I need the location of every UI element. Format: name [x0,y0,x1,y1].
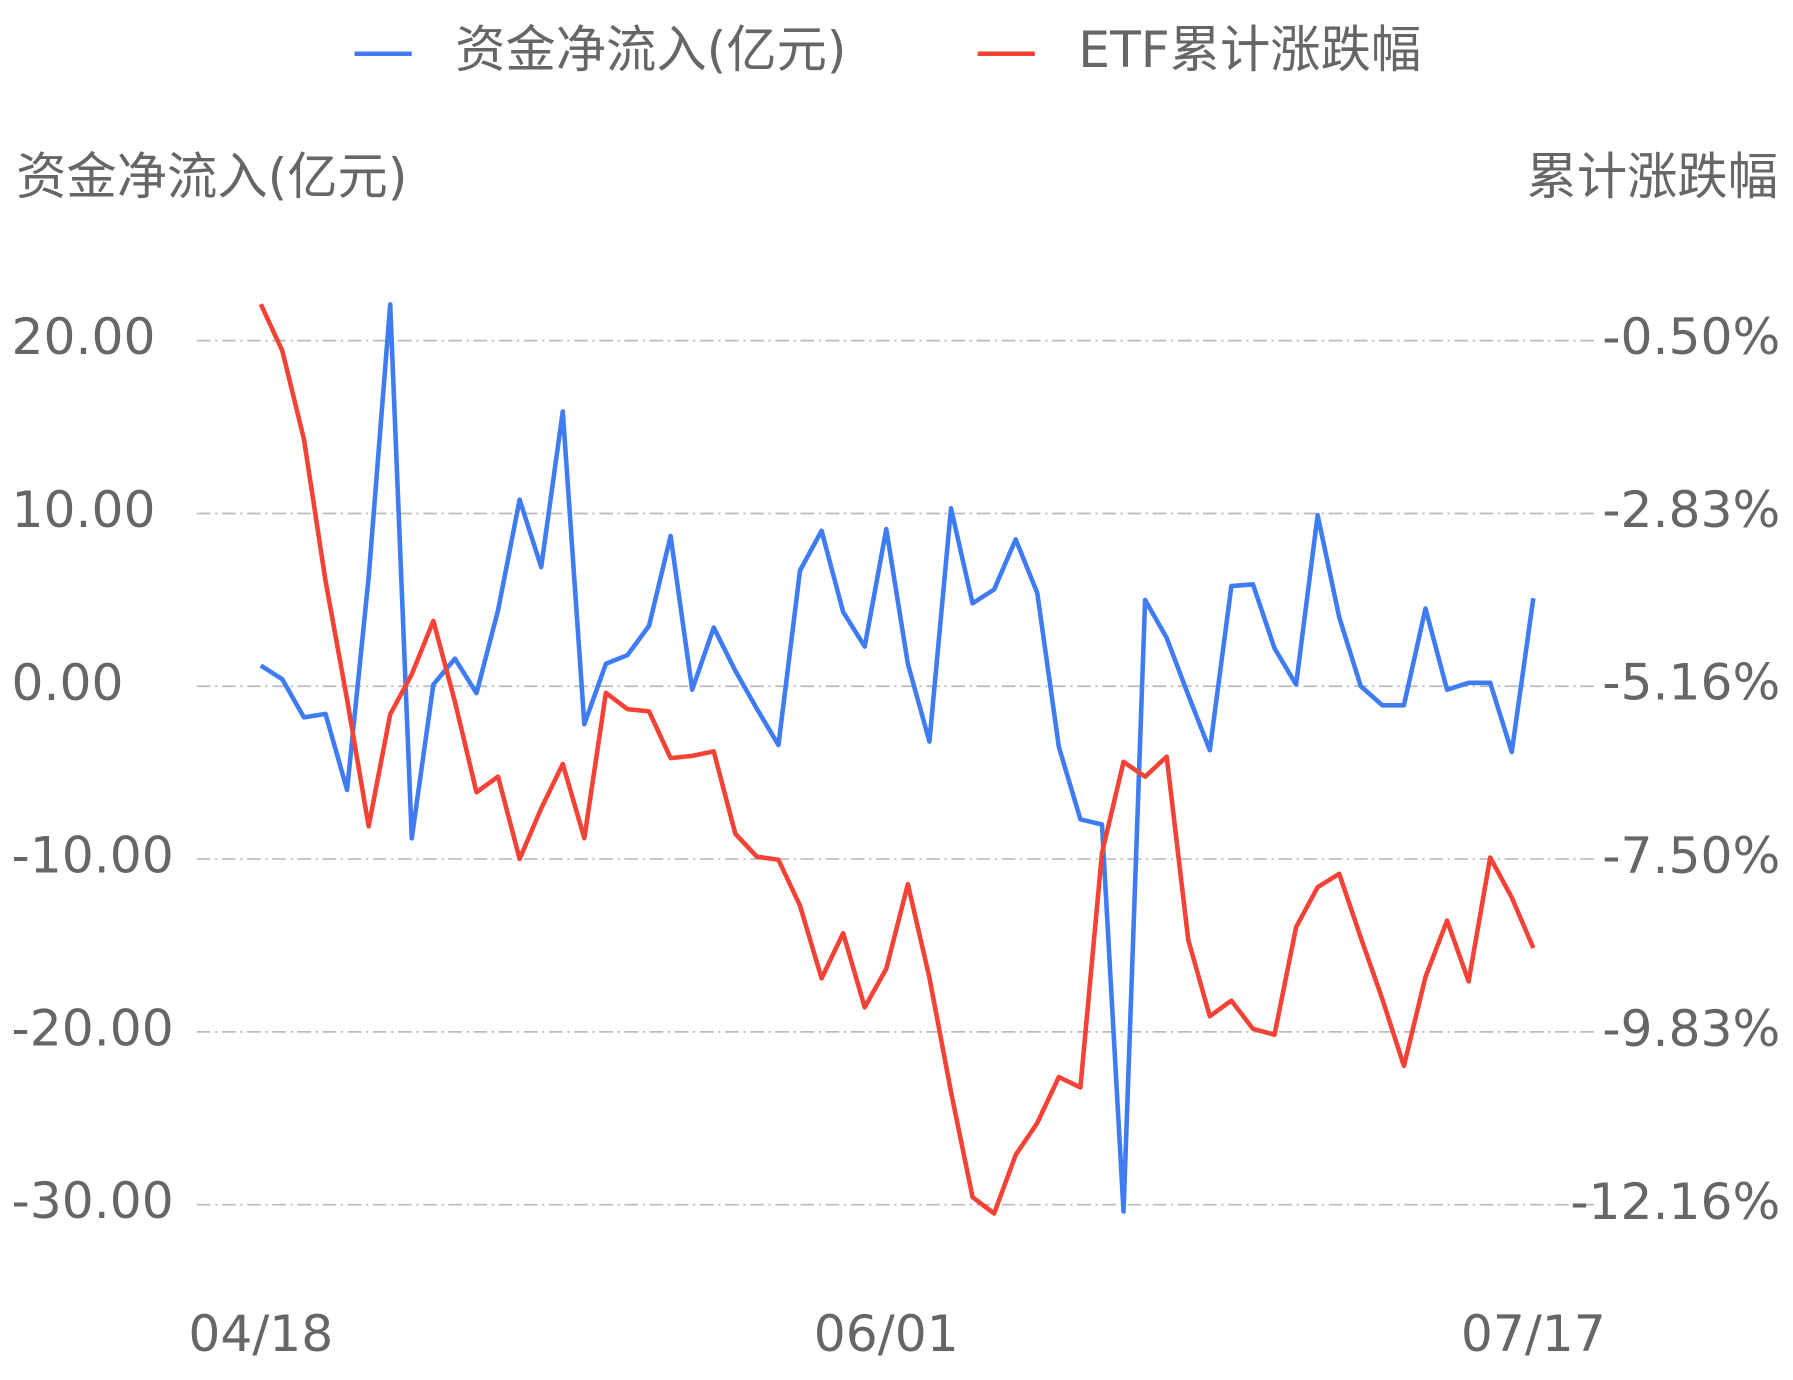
legend-label: 资金净流入(亿元) [455,20,846,79]
y2-tick-label: -12.16% [1570,1172,1780,1231]
y2-tick-label: -0.50% [1602,307,1780,366]
y-tick-label: 10.00 [12,480,156,539]
y2-tick-label: -9.83% [1602,999,1780,1058]
y-tick-label: -10.00 [12,826,174,885]
x-tick-label: 04/18 [188,1304,333,1363]
series-line [259,302,1536,1214]
y-tick-label: 20.00 [12,307,156,366]
series-line [258,303,1536,1216]
x-tick-label: 07/17 [1461,1304,1606,1363]
y2-tick-label: -2.83% [1602,480,1780,539]
y2-tick-label: -5.16% [1602,653,1780,712]
legend-label: ETF累计涨跌幅 [1078,20,1421,79]
y-tick-label: -30.00 [12,1171,174,1230]
y-tick-label: 0.00 [12,653,124,712]
x-tick-label: 06/01 [814,1304,959,1363]
y-tick-label: -20.00 [12,998,174,1057]
y-axis-title: 资金净流入(亿元) [16,147,407,206]
y2-axis-title: 累计涨跌幅 [1527,147,1778,206]
y2-tick-label: -7.50% [1602,826,1780,885]
